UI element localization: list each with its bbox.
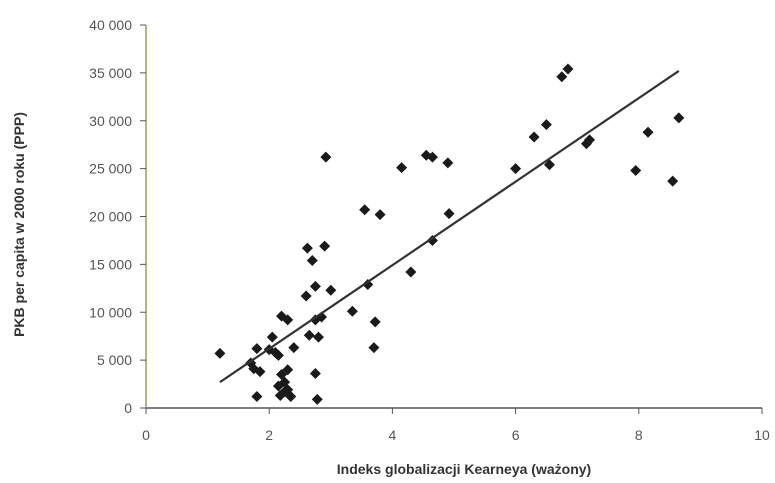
data-point — [282, 314, 294, 326]
data-point — [369, 316, 381, 328]
data-point — [556, 71, 568, 83]
data-point — [362, 278, 374, 290]
data-point — [214, 347, 226, 359]
data-point — [312, 331, 324, 343]
data-point — [251, 343, 263, 355]
data-point — [359, 204, 371, 216]
data-point — [309, 280, 321, 292]
y-tick-label: 0 — [124, 400, 132, 416]
y-tick-label: 40 000 — [89, 17, 132, 33]
data-point — [301, 242, 313, 254]
data-point — [272, 349, 284, 361]
data-point — [251, 391, 263, 403]
x-tick-label: 2 — [265, 427, 273, 443]
data-point — [282, 364, 294, 376]
data-point — [405, 266, 417, 278]
data-point — [442, 157, 454, 169]
data-point — [266, 331, 278, 343]
data-point — [346, 305, 358, 317]
data-point — [368, 342, 380, 354]
x-axis-title: Indeks globalizacji Kearneya (ważony) — [337, 461, 591, 477]
data-point — [584, 134, 596, 146]
plot-area — [145, 25, 762, 409]
data-point — [306, 255, 318, 267]
y-tick-label: 5 000 — [97, 352, 132, 368]
data-point — [543, 159, 555, 171]
y-axis: 0 5 000 10 000 15 000 20 000 25 000 30 000 35 0… — [89, 17, 146, 416]
data-point — [320, 151, 332, 163]
y-tick-label: 35 000 — [89, 65, 132, 81]
data-point — [303, 329, 315, 341]
data-point — [288, 342, 300, 354]
data-point — [309, 368, 321, 380]
data-point — [562, 63, 574, 75]
data-point — [374, 209, 386, 221]
x-axis: 0 2 4 6 8 10 — [142, 408, 770, 443]
data-point — [325, 284, 337, 296]
x-tick-label: 10 — [754, 427, 770, 443]
x-tick-label: 8 — [635, 427, 643, 443]
data-point — [426, 234, 438, 246]
y-axis-title: PKB per capita w 2000 roku (PPP) — [11, 112, 27, 337]
data-point — [510, 163, 522, 175]
data-points — [214, 63, 685, 405]
y-tick-label: 25 000 — [89, 161, 132, 177]
data-point — [285, 391, 297, 403]
y-tick-label: 30 000 — [89, 113, 132, 129]
x-tick-label: 4 — [389, 427, 397, 443]
data-point — [311, 393, 323, 405]
data-point — [630, 165, 642, 177]
data-point — [673, 112, 685, 124]
data-point — [642, 126, 654, 138]
data-point — [426, 151, 438, 163]
data-point — [396, 162, 408, 174]
y-tick-label: 20 000 — [89, 209, 132, 225]
data-point — [528, 131, 540, 143]
y-tick-label: 10 000 — [89, 304, 132, 320]
x-tick-label: 6 — [512, 427, 520, 443]
y-tick-label: 15 000 — [89, 256, 132, 272]
data-point — [254, 366, 266, 378]
x-tick-label: 0 — [142, 427, 150, 443]
data-point — [443, 208, 455, 220]
data-point — [319, 240, 331, 252]
data-point — [667, 175, 679, 187]
trend-line — [219, 70, 680, 384]
data-point — [540, 119, 552, 131]
data-point — [300, 290, 312, 302]
